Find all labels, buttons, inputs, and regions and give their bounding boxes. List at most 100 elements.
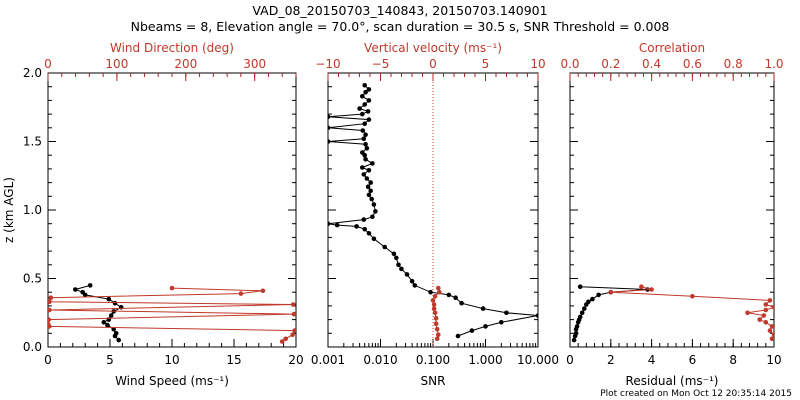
bottom-tick-label: 0.001: [311, 353, 345, 367]
data-point-wind-direction: [290, 302, 296, 307]
y-tick-label: 1.0: [23, 203, 42, 217]
data-point-correlation: [763, 302, 769, 307]
data-point-snr: [366, 231, 372, 236]
data-point-residual: [571, 337, 577, 343]
data-point-snr: [362, 226, 368, 232]
data-point-correlation: [690, 294, 695, 299]
data-point-snr: [357, 106, 362, 111]
data-point-correlation: [649, 287, 654, 292]
bottom-tick-label: 1.000: [468, 353, 502, 367]
data-point-residual: [577, 314, 583, 320]
data-point-snr: [360, 128, 366, 133]
data-point-wind-speed: [113, 331, 119, 336]
data-point-snr: [404, 272, 410, 277]
data-point-snr: [412, 283, 418, 288]
data-point-snr: [354, 224, 359, 229]
bottom-tick-label: 0: [44, 353, 52, 367]
data-point-wind-direction: [238, 291, 244, 296]
data-point-wind-speed: [112, 300, 118, 306]
data-point-snr: [459, 300, 464, 306]
data-point-snr: [455, 333, 461, 339]
data-point-residual: [579, 310, 585, 316]
bottom-tick-label: 10.000: [517, 353, 559, 367]
data-point-correlation: [767, 328, 773, 333]
data-point-snr: [369, 196, 375, 202]
data-point-wind-direction: [290, 332, 295, 338]
data-point-snr: [334, 222, 340, 228]
panel-right: 0 2 4 6 8 10 Residual (ms⁻¹) 0.0 0.2 0.4 0.6 0.8 1.0…: [560, 41, 783, 388]
bottom-tick-label: 5: [106, 353, 114, 367]
data-point-snr: [368, 180, 374, 185]
data-point-correlation: [745, 310, 750, 316]
panel-right-frame: [569, 72, 775, 348]
data-point-snr: [360, 165, 365, 170]
bottom-tick-label: 4: [648, 353, 656, 367]
data-point-snr: [373, 209, 378, 214]
figure-title-line2: Nbeams = 8, Elevation angle = 70.0°, sca…: [131, 19, 670, 34]
data-point-wind-direction: [291, 311, 296, 317]
data-point-correlation: [757, 317, 762, 322]
bottom-axis-title: Wind Speed (ms⁻¹): [115, 374, 229, 388]
top-tick-label: 10: [530, 57, 545, 71]
series-line-correlation: [610, 286, 774, 340]
data-point-snr: [366, 117, 372, 122]
data-point-residual: [577, 284, 583, 290]
data-point-snr: [535, 313, 538, 318]
data-point-vertical-velocity: [432, 310, 438, 316]
data-point-snr: [480, 306, 486, 311]
data-point-snr: [362, 121, 368, 126]
data-point-correlation: [769, 336, 774, 342]
data-point-wind-direction: [48, 317, 51, 322]
data-point-vertical-velocity: [436, 285, 441, 291]
data-point-vertical-velocity: [433, 315, 439, 321]
data-point-correlation: [763, 307, 769, 313]
data-point-wind-direction: [48, 307, 52, 313]
data-point-snr: [364, 146, 370, 151]
data-point-wind-direction: [48, 295, 54, 301]
data-point-snr: [382, 244, 388, 250]
data-point-snr: [371, 236, 377, 242]
data-point-vertical-velocity: [434, 326, 440, 332]
top-tick-label: 0.8: [724, 57, 743, 71]
data-point-snr: [361, 136, 367, 142]
y-tick-label: 0.5: [23, 272, 42, 286]
data-point-wind-direction: [279, 339, 285, 344]
data-point-residual: [574, 324, 580, 329]
data-point-snr: [504, 310, 509, 316]
data-point-residual: [586, 299, 591, 305]
data-point-residual: [582, 306, 587, 311]
data-point-residual: [590, 296, 595, 302]
data-point-snr: [364, 176, 370, 181]
data-point-correlation: [771, 305, 774, 310]
data-point-wind-speed: [80, 289, 85, 295]
top-tick-label: 0.4: [642, 57, 661, 71]
top-tick-label: 0.0: [560, 57, 579, 71]
data-point-wind-direction: [283, 336, 289, 342]
data-point-correlation: [761, 313, 767, 318]
plot-created-footer: Plot created on Mon Oct 12 20:35:14 2015: [600, 389, 792, 399]
data-point-snr: [365, 184, 371, 189]
data-point-snr: [363, 157, 368, 162]
data-point-vertical-velocity: [436, 332, 441, 338]
data-point-snr: [328, 139, 331, 144]
data-point-wind-speed: [111, 326, 116, 332]
data-point-snr: [362, 102, 368, 107]
data-point-snr: [366, 168, 372, 173]
top-tick-label: 5: [482, 57, 490, 71]
data-point-snr: [366, 192, 372, 198]
data-point-snr: [483, 324, 488, 329]
data-point-snr: [328, 125, 331, 131]
data-point-snr: [362, 83, 368, 88]
data-point-snr: [366, 87, 372, 92]
data-point-wind-direction: [169, 285, 175, 291]
top-tick-label: 1.0: [764, 57, 783, 71]
top-tick-label: 0.6: [683, 57, 702, 71]
data-point-snr: [360, 111, 365, 117]
data-point-wind-speed: [87, 283, 93, 288]
data-point-vertical-velocity: [433, 321, 439, 327]
data-point-correlation: [771, 332, 774, 337]
top-tick-label: 300: [243, 57, 266, 71]
series-group: [571, 284, 774, 343]
